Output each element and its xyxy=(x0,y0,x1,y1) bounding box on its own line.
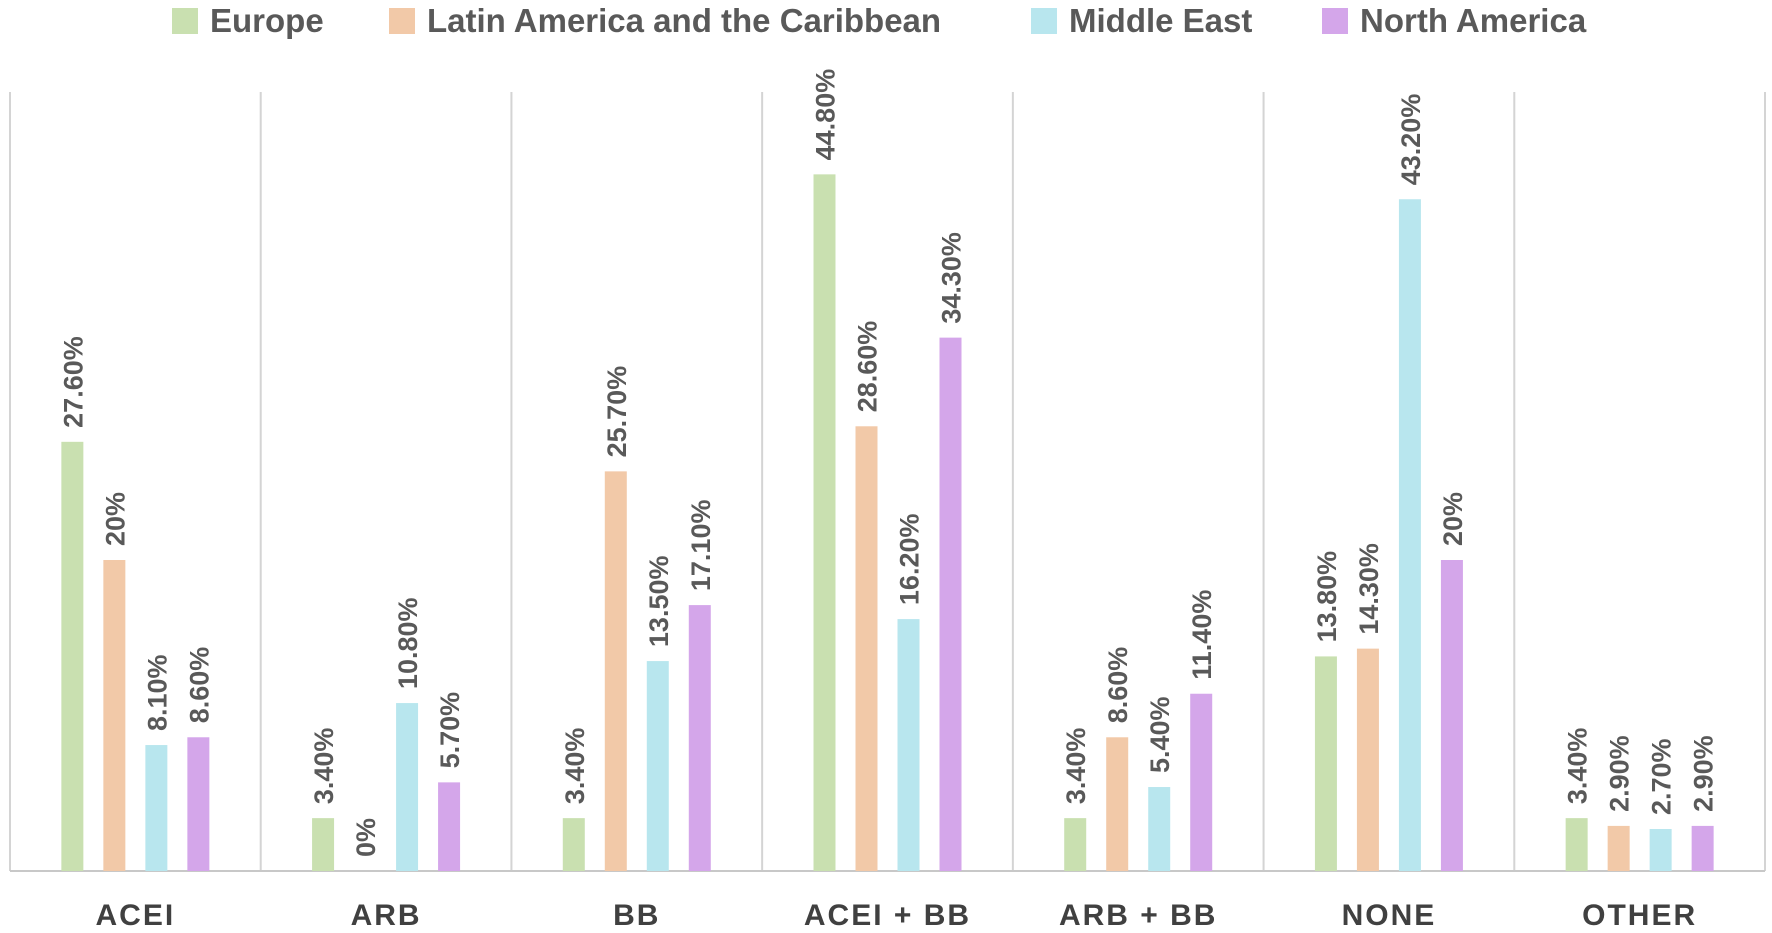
bar-latin-america-and-the-caribbean-bb xyxy=(604,471,627,871)
bar-europe-other xyxy=(1565,818,1588,871)
legend-item-europe: Europe xyxy=(172,2,324,40)
data-label: 43.20% xyxy=(1396,94,1426,186)
data-label: 0% xyxy=(351,818,381,857)
bar-europe-acei xyxy=(61,441,84,871)
data-label: 44.80% xyxy=(811,69,841,161)
bar-middle-east-arb xyxy=(396,703,419,871)
data-label: 5.40% xyxy=(1145,696,1175,773)
data-label: 13.50% xyxy=(644,555,674,647)
x-tick-label: NONE xyxy=(1342,899,1437,932)
bar-middle-east-acei xyxy=(145,745,168,871)
data-label: 2.70% xyxy=(1647,738,1677,815)
bar-middle-east-arb-bb xyxy=(1148,787,1171,871)
legend-label-latin-america: Latin America and the Caribbean xyxy=(427,2,942,39)
legend: Europe Latin America and the Caribbean M… xyxy=(0,0,1772,40)
data-label: 25.70% xyxy=(602,366,632,458)
legend-swatch-europe xyxy=(172,8,198,34)
legend-item-latin-america: Latin America and the Caribbean xyxy=(389,2,941,40)
x-tick-label: ACEI xyxy=(96,899,176,932)
bar-latin-america-and-the-caribbean-other xyxy=(1607,825,1630,871)
legend-item-middle-east: Middle East xyxy=(1031,2,1252,40)
bar-latin-america-and-the-caribbean-none xyxy=(1356,648,1379,871)
data-label: 3.40% xyxy=(1563,728,1593,805)
bar-north-america-none xyxy=(1440,560,1463,871)
data-label: 8.60% xyxy=(184,647,214,724)
data-label: 3.40% xyxy=(1061,728,1091,805)
bar-middle-east-bb xyxy=(646,661,669,871)
data-label: 34.30% xyxy=(937,232,967,324)
data-label: 3.40% xyxy=(560,728,590,805)
bar-latin-america-and-the-caribbean-arb-bb xyxy=(1106,737,1129,871)
data-label: 11.40% xyxy=(1187,590,1217,680)
bar-middle-east-none xyxy=(1398,199,1421,872)
data-label: 5.70% xyxy=(435,692,465,769)
data-label: 2.90% xyxy=(1689,735,1719,812)
data-label: 13.80% xyxy=(1312,551,1342,643)
x-tick-label: OTHER xyxy=(1582,899,1697,932)
bar-middle-east-other xyxy=(1649,829,1672,871)
bar-north-america-arb-bb xyxy=(1190,693,1213,871)
legend-item-north-america: North America xyxy=(1322,2,1586,40)
data-label: 27.60% xyxy=(58,336,88,428)
legend-label-middle-east: Middle East xyxy=(1069,2,1253,39)
bar-europe-arb xyxy=(312,818,335,871)
data-label: 8.60% xyxy=(1103,647,1133,724)
data-label: 2.90% xyxy=(1605,735,1635,812)
bar-north-america-other xyxy=(1691,825,1714,871)
x-tick-label: ARB + BB xyxy=(1059,899,1218,932)
x-tick-label: ARB xyxy=(351,899,422,932)
bar-north-america-bb xyxy=(688,605,711,871)
bar-europe-acei-bb xyxy=(813,174,836,872)
data-label: 14.30% xyxy=(1354,543,1384,635)
data-label: 28.60% xyxy=(853,321,883,413)
data-label: 20% xyxy=(1438,492,1468,546)
data-label: 10.80% xyxy=(393,597,423,689)
x-tick-label: ACEI + BB xyxy=(804,899,971,932)
data-label: 3.40% xyxy=(309,728,339,805)
data-label: 17.10% xyxy=(686,500,716,592)
bar-europe-arb-bb xyxy=(1064,818,1087,871)
bar-north-america-acei xyxy=(187,737,210,871)
legend-swatch-north-america xyxy=(1322,8,1348,34)
legend-swatch-middle-east xyxy=(1031,8,1057,34)
bar-north-america-acei-bb xyxy=(939,337,962,871)
data-label: 16.20% xyxy=(895,514,925,606)
bar-latin-america-and-the-caribbean-acei-bb xyxy=(855,426,878,871)
legend-swatch-latin-america xyxy=(389,8,415,34)
data-label: 8.10% xyxy=(142,654,172,731)
legend-label-north-america: North America xyxy=(1360,2,1587,39)
bar-middle-east-acei-bb xyxy=(897,619,920,871)
x-tick-label: BB xyxy=(613,899,660,932)
legend-label-europe: Europe xyxy=(210,2,324,39)
bar-europe-none xyxy=(1314,656,1337,871)
bar-europe-bb xyxy=(562,818,585,871)
data-label: 20% xyxy=(100,492,130,546)
bar-north-america-arb xyxy=(438,782,461,871)
bar-latin-america-and-the-caribbean-acei xyxy=(103,560,126,871)
